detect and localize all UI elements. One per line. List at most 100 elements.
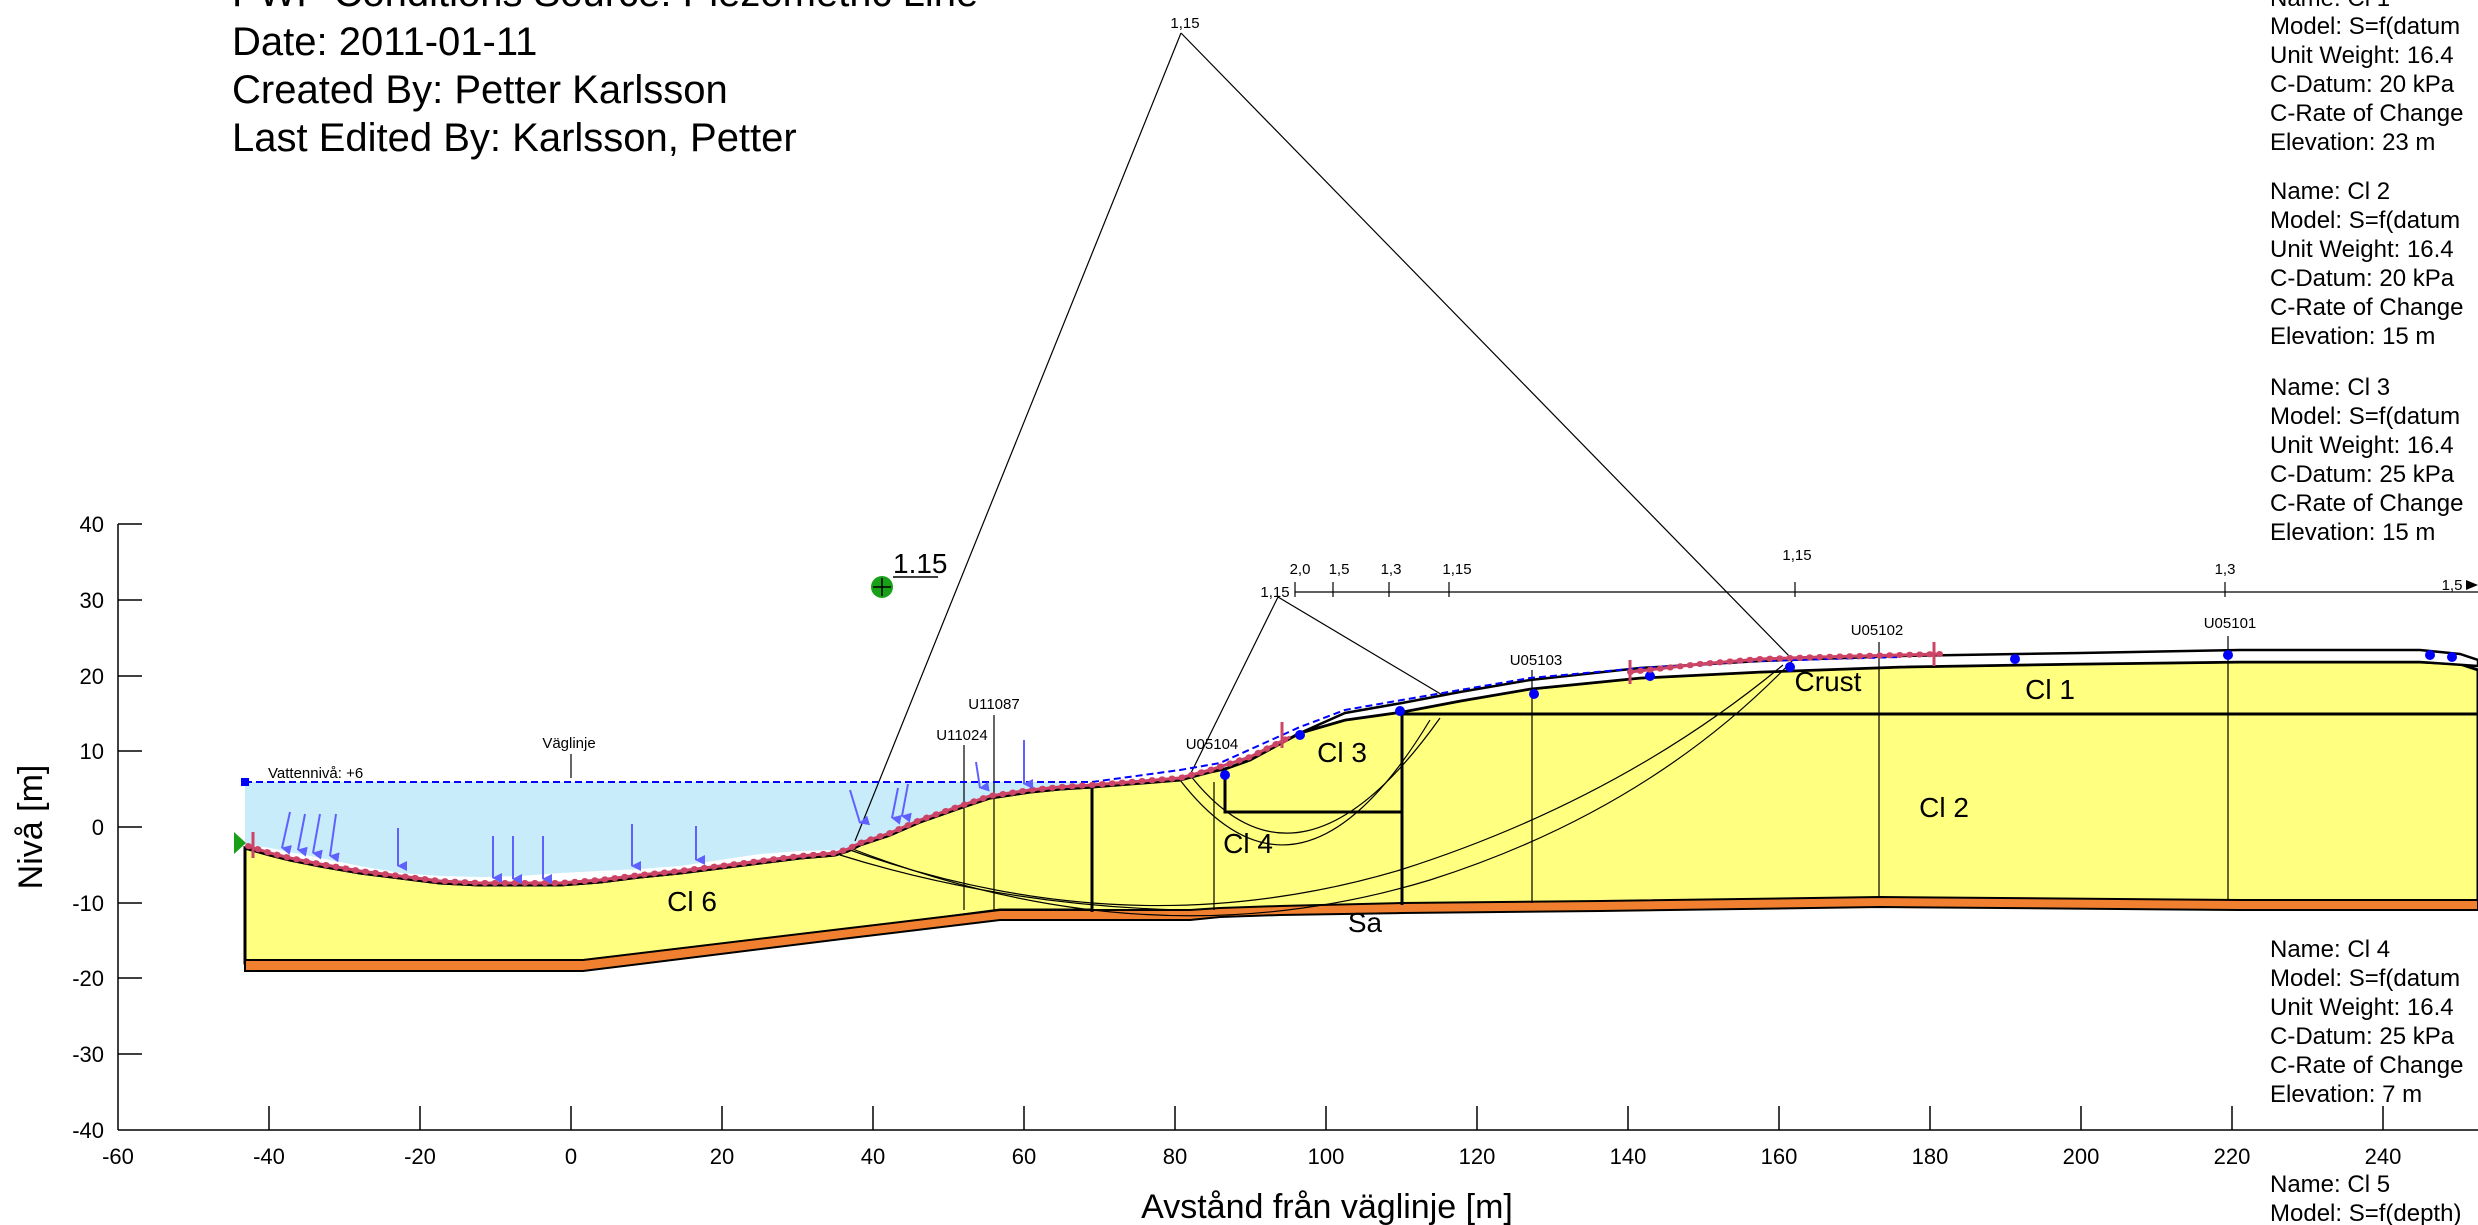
x-tick-label: 180 bbox=[1912, 1144, 1949, 1169]
borehole-label: U11024 bbox=[936, 727, 987, 744]
x-tick-label: 100 bbox=[1308, 1144, 1345, 1169]
y-tick-label: 20 bbox=[80, 664, 104, 689]
x-tick-label: -40 bbox=[253, 1144, 285, 1169]
header-date: Date: 2011-01-11 bbox=[232, 20, 537, 64]
scale-label: 1,5 bbox=[2442, 577, 2463, 594]
material-elevation: Elevation: 15 m bbox=[2270, 323, 2435, 350]
material-unit-weight: Unit Weight: 16.4 bbox=[2270, 42, 2454, 69]
y-tick-label: 40 bbox=[80, 512, 104, 537]
y-tick-labels: 40 30 20 10 0 -10 -20 -30 -40 bbox=[72, 512, 104, 1143]
water-level-label: Vattennivå: +6 bbox=[268, 765, 363, 782]
x-tick-label: 200 bbox=[2063, 1144, 2100, 1169]
material-name: Name: Cl 5 bbox=[2270, 1171, 2390, 1198]
water-body bbox=[245, 782, 1085, 877]
material-model: Model: S=f(datum bbox=[2270, 965, 2460, 992]
layer-sand bbox=[244, 895, 2478, 972]
secondary-apex-fs-label: 1,15 bbox=[1260, 584, 1289, 601]
borehole-label: U05103 bbox=[1510, 652, 1563, 669]
material-name: Name: Cl 3 bbox=[2270, 374, 2390, 401]
axes bbox=[117, 523, 2478, 1131]
layer-crust-road bbox=[1299, 648, 2478, 735]
y-axis-title: Nivå [m] bbox=[12, 765, 50, 890]
material-info-top: Name: Cl 1 Model: S=f(datum Unit Weight:… bbox=[2270, 0, 2463, 546]
scale-label: 1,5 bbox=[1329, 561, 1350, 578]
material-unit-weight: Unit Weight: 16.4 bbox=[2270, 432, 2454, 459]
layer-cl1 bbox=[1400, 660, 2478, 716]
material-c-rate: C-Rate of Change bbox=[2270, 490, 2463, 517]
material-c-rate: C-Rate of Change bbox=[2270, 100, 2463, 127]
load-arrows bbox=[281, 740, 1033, 884]
scale-arrow-icon bbox=[2466, 580, 2478, 590]
header-created-by: Created By: Petter Karlsson bbox=[232, 68, 728, 112]
header-last-edited: Last Edited By: Karlsson, Petter bbox=[232, 116, 797, 160]
x-tick-labels: -60 -40 -20 0 20 40 60 80 100 120 140 16… bbox=[102, 1144, 2401, 1169]
material-elevation: Elevation: 7 m bbox=[2270, 1081, 2422, 1108]
scale-label: 1,15 bbox=[1782, 547, 1811, 564]
scale-label: 1,3 bbox=[1381, 561, 1402, 578]
y-tick-label: -40 bbox=[72, 1118, 104, 1143]
material-c-datum: C-Datum: 20 kPa bbox=[2270, 71, 2455, 98]
layer-label-crust: Crust bbox=[1795, 666, 1862, 697]
y-tick-label: 10 bbox=[80, 739, 104, 764]
material-c-rate: C-Rate of Change bbox=[2270, 1052, 2463, 1079]
layer-label-cl3: Cl 3 bbox=[1317, 737, 1367, 768]
material-c-datum: C-Datum: 25 kPa bbox=[2270, 1023, 2455, 1050]
x-tick-label: 80 bbox=[1163, 1144, 1187, 1169]
layer-label-cl1: Cl 1 bbox=[2025, 674, 2075, 705]
x-tick-label: 40 bbox=[861, 1144, 885, 1169]
x-tick-label: 160 bbox=[1761, 1144, 1798, 1169]
x-tick-label: 0 bbox=[565, 1144, 577, 1169]
borehole-label: U05102 bbox=[1851, 622, 1904, 639]
header-pwp-source: PWP Conditions Source: Piezometric Line bbox=[232, 0, 978, 15]
surface-load-lines bbox=[247, 642, 1941, 885]
x-tick-label: -60 bbox=[102, 1144, 134, 1169]
material-unit-weight: Unit Weight: 16.4 bbox=[2270, 236, 2454, 263]
x-tick-label: -20 bbox=[404, 1144, 436, 1169]
road-line-label: Väglinje bbox=[542, 735, 595, 752]
material-model: Model: S=f(datum bbox=[2270, 13, 2460, 40]
boundary-marker-icon bbox=[234, 832, 246, 854]
y-tick-label: 30 bbox=[80, 588, 104, 613]
x-tick-label: 240 bbox=[2365, 1144, 2402, 1169]
scale-label: 2,0 bbox=[1290, 561, 1311, 578]
slip-center-marker bbox=[871, 576, 893, 598]
material-c-datum: C-Datum: 20 kPa bbox=[2270, 265, 2455, 292]
borehole-lines bbox=[963, 636, 2229, 910]
slip-surfaces bbox=[839, 32, 2478, 917]
x-axis-title: Avstånd från väglinje [m] bbox=[1141, 1188, 1513, 1225]
scale-label: 1,15 bbox=[1442, 561, 1471, 578]
material-elevation: Elevation: 15 m bbox=[2270, 519, 2435, 546]
layer-label-sa: Sa bbox=[1348, 907, 1383, 938]
material-unit-weight: Unit Weight: 16.4 bbox=[2270, 994, 2454, 1021]
y-tick-label: -10 bbox=[72, 891, 104, 916]
y-tick-label: -30 bbox=[72, 1042, 104, 1067]
apex-fs-label: 1,15 bbox=[1170, 15, 1199, 32]
x-tick-label: 20 bbox=[710, 1144, 734, 1169]
x-tick-label: 60 bbox=[1012, 1144, 1036, 1169]
layer-label-cl2: Cl 2 bbox=[1919, 792, 1969, 823]
x-tick-label: 220 bbox=[2214, 1144, 2251, 1169]
layer-label-cl6: Cl 6 bbox=[667, 886, 717, 917]
borehole-label: U05101 bbox=[2204, 615, 2257, 632]
material-c-rate: C-Rate of Change bbox=[2270, 294, 2463, 321]
material-model: Model: S=f(datum bbox=[2270, 403, 2460, 430]
x-tick-label: 120 bbox=[1459, 1144, 1496, 1169]
material-info-bottom: Name: Cl 4 Model: S=f(datum Unit Weight:… bbox=[2262, 930, 2478, 1225]
material-name: Name: Cl 2 bbox=[2270, 178, 2390, 205]
material-c-datum: C-Datum: 25 kPa bbox=[2270, 461, 2455, 488]
material-model: Model: S=f(datum bbox=[2270, 207, 2460, 234]
y-tick-label: 0 bbox=[92, 815, 104, 840]
material-name: Name: Cl 1 bbox=[2270, 0, 2390, 12]
material-name: Name: Cl 4 bbox=[2270, 936, 2390, 963]
material-elevation: Elevation: 23 m bbox=[2270, 129, 2435, 156]
borehole-label: U11087 bbox=[968, 696, 1019, 713]
borehole-label: U05104 bbox=[1186, 736, 1239, 753]
y-tick-label: -20 bbox=[72, 966, 104, 991]
layer-label-cl4: Cl 4 bbox=[1223, 828, 1273, 859]
scale-label: 1,3 bbox=[2215, 561, 2236, 578]
x-tick-label: 140 bbox=[1610, 1144, 1647, 1169]
material-model: Model: S=f(depth) bbox=[2270, 1200, 2461, 1225]
min-factor-of-safety: 1.15 bbox=[893, 548, 948, 579]
geology-layers bbox=[243, 648, 2478, 972]
